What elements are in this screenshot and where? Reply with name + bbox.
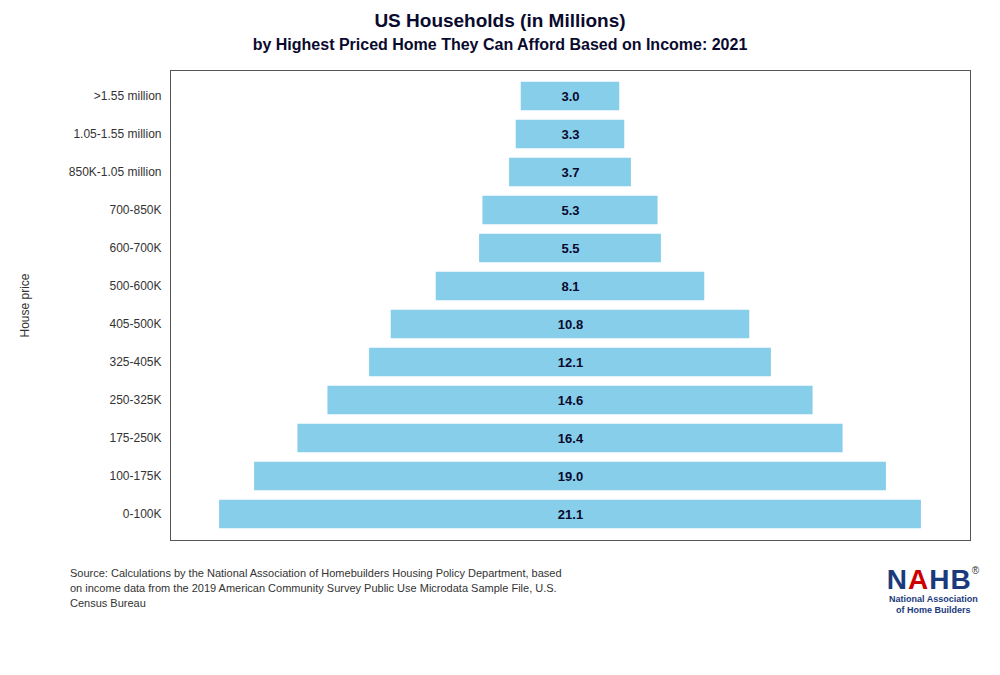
svg-text:600-700K: 600-700K (109, 241, 161, 255)
svg-text:5.3: 5.3 (561, 203, 579, 218)
svg-text:3.3: 3.3 (561, 127, 579, 142)
html-text:US Households (in Millions): US Households (in Millions) (374, 10, 626, 31)
html-text:National Association: National Association (889, 594, 978, 604)
svg-text:250-325K: 250-325K (109, 393, 161, 407)
svg-text:100-175K: 100-175K (109, 469, 161, 483)
svg-text:14.6: 14.6 (558, 393, 583, 408)
svg-text:10.8: 10.8 (558, 317, 583, 332)
svg-text:3.0: 3.0 (561, 89, 579, 104)
html-text:by Highest Priced Home They Ca: by Highest Priced Home They Can Afford B… (252, 36, 748, 53)
svg-text:325-405K: 325-405K (109, 355, 161, 369)
svg-text:5.5: 5.5 (561, 241, 579, 256)
svg-text:19.0: 19.0 (558, 469, 583, 484)
svg-text:>1.55 million: >1.55 million (94, 89, 162, 103)
html-text:of Home Builders: of Home Builders (896, 604, 971, 615)
svg-text:700-850K: 700-850K (109, 203, 161, 217)
svg-text:405-500K: 405-500K (109, 317, 161, 331)
svg-text:500-600K: 500-600K (109, 279, 161, 293)
svg-text:12.1: 12.1 (558, 355, 583, 370)
svg-text:21.1: 21.1 (558, 507, 583, 522)
html-text:N A H B: N A H B (886, 564, 972, 595)
svg-text:1.05-1.55 million: 1.05-1.55 million (73, 127, 161, 141)
svg-text:8.1: 8.1 (561, 279, 579, 294)
svg-text:0-100K: 0-100K (123, 507, 162, 521)
svg-text:3.7: 3.7 (561, 165, 579, 180)
svg-text:16.4: 16.4 (558, 431, 584, 446)
svg-text:House price: House price (18, 273, 32, 337)
html-text:Source: Calculations by the Na: Source: Calculations by the National Ass… (70, 567, 562, 609)
svg-text:175-250K: 175-250K (109, 431, 161, 445)
svg-text:850K-1.05 million: 850K-1.05 million (69, 165, 162, 179)
